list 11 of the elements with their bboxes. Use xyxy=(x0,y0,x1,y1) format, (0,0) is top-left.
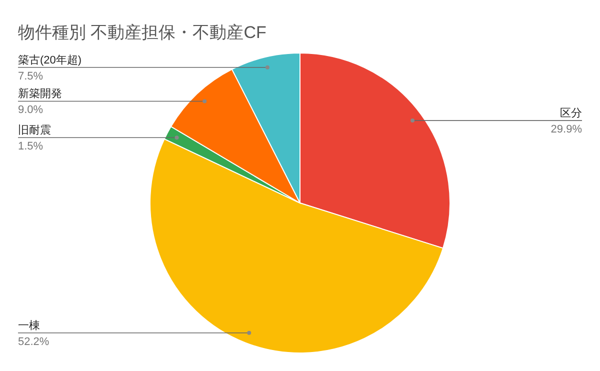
data-label: 7.5% xyxy=(18,70,44,82)
data-label: 29.9% xyxy=(550,124,582,136)
slice-label: 新築開発 xyxy=(18,87,62,100)
slice-label: 一棟 xyxy=(18,318,40,332)
chart-title: 物件種別 不動産担保・不動産CF xyxy=(18,23,266,42)
slice-label: 築古(20年超) xyxy=(18,53,82,66)
data-label: 52.2% xyxy=(18,336,50,348)
slice-label: 区分 xyxy=(560,108,582,120)
data-label: 1.5% xyxy=(18,140,44,153)
slice-label: 旧耐震 xyxy=(18,124,51,137)
data-label: 9.0% xyxy=(18,104,44,116)
